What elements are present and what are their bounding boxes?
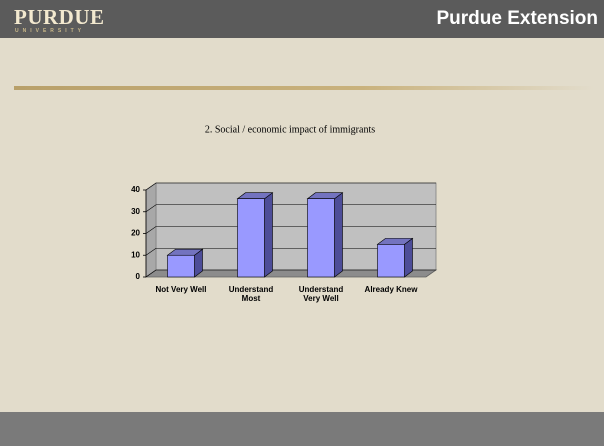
header-bar: PURDUE UNIVERSITY Purdue Extension [0,0,604,38]
bar [237,198,265,278]
logo: PURDUE [14,5,105,29]
footer-bar [0,412,604,446]
x-tick-label: Understand Very Well [298,285,344,303]
bar [167,254,195,278]
bar-side [264,192,273,278]
bar [307,198,335,278]
x-tick-label: Not Very Well [155,285,207,294]
y-tick-label: 0 [136,272,141,281]
y-tick-label: 40 [131,185,140,194]
bar-side [334,192,343,278]
y-tick-label: 20 [131,229,140,238]
x-tick-label: Understand Most [228,285,274,303]
bar-side [404,237,413,278]
grid-line [145,182,436,191]
y-tick-label: 10 [131,250,140,259]
header-title: Purdue Extension [436,8,598,29]
y-tick-label: 30 [131,207,140,216]
logo-subtitle: UNIVERSITY [15,28,86,34]
x-tick-label: Already Knew [364,285,418,294]
divider [14,86,594,90]
bar [377,244,405,278]
chart-title: 2. Social / economic impact of immigrant… [205,124,375,135]
